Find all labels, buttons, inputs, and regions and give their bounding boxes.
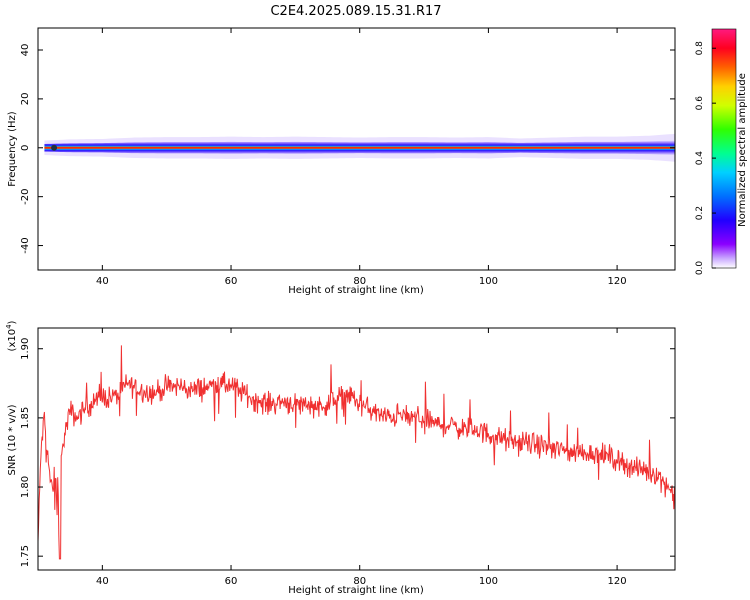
snr-x-tick-label: 120 [608,576,627,587]
spectrogram-x-axis-label: Height of straight line (km) [288,285,424,296]
spectrogram-y-axis-label: Frequency (Hz) [7,111,18,187]
spectrogram-frame [37,27,676,271]
snr-x-ticks: 40 60 80 100 120 [96,328,627,587]
spectral-band [44,133,676,162]
spectrogram-y-tick-label: 0 [20,145,31,151]
snr-background [38,328,675,570]
snr-x-tick-label: 100 [479,576,498,587]
colorbar-tick-label: 0.6 [695,96,705,111]
colorbar-tick-label: 0.8 [695,41,705,56]
snr-y-tick-label: 1.85 [20,407,31,429]
snr-y-ticks: 1.75 1.80 1.85 1.90 [20,338,675,567]
snr-y-axis-label: SNR (10 * v/v) [7,404,18,475]
spectrogram-y-tick-label: 20 [20,93,31,106]
colorbar: 0.0 0.2 0.4 0.6 0.8 Normalized spectral ampl… [695,28,748,275]
colorbar-frame [711,28,737,269]
spectrogram-x-tick-label: 120 [608,276,627,287]
snr-series-line [38,345,675,560]
colorbar-tick-label: 0.0 [695,261,705,276]
snr-y-tick-label: 1.80 [20,476,31,498]
colorbar-label: Normalized spectral amplitude [737,73,748,227]
spectrogram-y-tick-label: 40 [20,44,31,57]
colorbar-ticks: 0.0 0.2 0.4 0.6 0.8 [695,41,716,275]
snr-x-tick-label: 80 [353,576,366,587]
snr-x-axis-label: Height of straight line (km) [288,585,424,596]
colorbar-tick-label: 0.2 [695,206,705,220]
snr-x-tick-label: 40 [96,576,109,587]
spectrogram-plot: 40 60 80 100 120 40 20 0 -20 -40 Height of strai… [7,27,676,296]
spectrogram-y-tick-label: -20 [20,188,31,204]
spectrogram-y-tick-label: -40 [20,237,31,253]
colorbar-gradient [712,29,736,268]
snr-series-group [38,345,675,560]
spectrogram-y-ticks: 40 20 0 -20 -40 [20,44,675,254]
spectrogram-x-ticks: 40 60 80 100 120 [96,28,627,287]
snr-frame [37,327,676,571]
snr-y-tick-label: 1.75 [20,545,31,567]
snr-x-tick-label: 60 [225,576,238,587]
snr-y-tick-label: 1.90 [20,338,31,360]
spectrogram-x-tick-label: 40 [96,276,109,287]
snr-plot: 40 60 80 100 120 1.75 1.80 1.85 1.90 Height of … [5,320,676,596]
chart-title: C2E4.2025.089.15.31.R17 [270,4,441,19]
colorbar-tick-label: 0.4 [695,151,705,166]
spectral-band-start-marker [51,144,58,151]
spectrogram-x-tick-label: 60 [225,276,238,287]
snr-scale-label: (x104) [5,320,18,351]
spectrogram-x-tick-label: 100 [479,276,498,287]
spectrogram-x-tick-label: 80 [353,276,366,287]
